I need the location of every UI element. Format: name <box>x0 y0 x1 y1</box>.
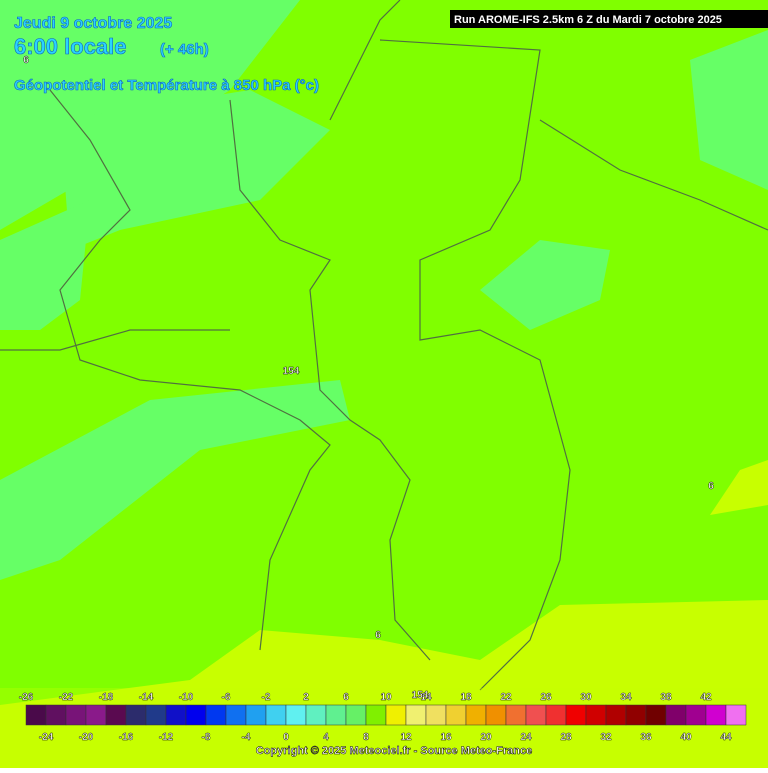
scale-label: 16 <box>440 732 452 743</box>
scale-label: 4 <box>323 732 329 743</box>
color-box <box>365 704 387 726</box>
scale-label: -2 <box>262 692 271 703</box>
cool-zone <box>60 90 330 250</box>
scale-label: 34 <box>620 692 632 703</box>
color-box <box>545 704 567 726</box>
scale-label: 8 <box>363 732 369 743</box>
scale-label: 14 <box>420 692 432 703</box>
scale-label: 36 <box>640 732 652 743</box>
cool-zone <box>690 30 768 190</box>
scale-label: 40 <box>680 732 692 743</box>
color-box <box>625 704 647 726</box>
scale-label: 20 <box>480 732 492 743</box>
scale-label: 6 <box>343 692 349 703</box>
warm-zone <box>710 460 768 515</box>
run-info: Run AROME-IFS 2.5km 6 Z du Mardi 7 octob… <box>454 14 722 26</box>
scale-label: 44 <box>720 732 732 743</box>
color-box <box>385 704 407 726</box>
contour-label: 154 <box>412 690 429 701</box>
color-box <box>665 704 687 726</box>
scale-label: 22 <box>500 692 512 703</box>
scale-label: 28 <box>560 732 572 743</box>
color-box <box>145 704 167 726</box>
color-box <box>325 704 347 726</box>
cool-zone <box>0 380 350 580</box>
field-name: Géopotentiel et Température à 850 hPa (°… <box>14 77 319 94</box>
scale-label: -14 <box>139 692 154 703</box>
cool-zone <box>0 200 90 330</box>
color-box <box>725 704 747 726</box>
color-box <box>605 704 627 726</box>
scale-label: 24 <box>520 732 532 743</box>
scale-label: -12 <box>159 732 174 743</box>
color-box <box>265 704 287 726</box>
scale-label: -26 <box>19 692 34 703</box>
color-box <box>465 704 487 726</box>
cool-zone <box>480 240 610 330</box>
lead-time: (+ 46h) <box>160 41 209 58</box>
scale-label: 26 <box>540 692 552 703</box>
color-box <box>645 704 667 726</box>
color-box <box>285 704 307 726</box>
color-box <box>685 704 707 726</box>
scale-label: 18 <box>460 692 472 703</box>
scale-label: 12 <box>400 732 412 743</box>
color-box <box>125 704 147 726</box>
color-box <box>105 704 127 726</box>
copyright: Copyright © 2025 Meteociel.fr - Source M… <box>256 745 532 757</box>
scale-label: 42 <box>700 692 712 703</box>
warm-zone <box>0 600 768 768</box>
contour-label: 154 <box>283 366 300 377</box>
scale-label: 0 <box>283 732 289 743</box>
color-box <box>85 704 107 726</box>
color-box <box>445 704 467 726</box>
color-box <box>45 704 67 726</box>
scale-label: 2 <box>303 692 309 703</box>
color-box <box>25 704 47 726</box>
scale-label: -16 <box>119 732 134 743</box>
contour-label: 6 <box>23 55 29 66</box>
color-box <box>245 704 267 726</box>
scale-label: -20 <box>79 732 94 743</box>
color-box <box>345 704 367 726</box>
color-box <box>505 704 527 726</box>
scale-label: -10 <box>179 692 194 703</box>
scale-label: -22 <box>59 692 74 703</box>
color-box <box>165 704 187 726</box>
color-box <box>565 704 587 726</box>
legend-area <box>0 688 768 768</box>
color-box <box>225 704 247 726</box>
scale-label: 38 <box>660 692 672 703</box>
color-box <box>185 704 207 726</box>
color-box <box>305 704 327 726</box>
color-box <box>485 704 507 726</box>
scale-label: 32 <box>600 732 612 743</box>
contour-label: 6 <box>708 481 714 492</box>
color-box <box>525 704 547 726</box>
scale-label: 30 <box>580 692 592 703</box>
color-box <box>65 704 87 726</box>
color-scale: -26-24-22-20-18-16-14-12-10-8-6-4-202468… <box>19 692 747 743</box>
scale-label: 10 <box>380 692 392 703</box>
time: 6:00 locale <box>14 34 127 59</box>
scale-label: -18 <box>99 692 114 703</box>
color-box <box>705 704 727 726</box>
scale-label: -6 <box>222 692 231 703</box>
color-box <box>585 704 607 726</box>
scale-label: -4 <box>242 732 251 743</box>
contour-label: 6 <box>375 630 381 641</box>
scale-label: -24 <box>39 732 54 743</box>
color-box <box>205 704 227 726</box>
borders <box>0 0 768 691</box>
color-box <box>425 704 447 726</box>
color-box <box>405 704 427 726</box>
scale-label: -8 <box>202 732 211 743</box>
run-box <box>450 10 768 28</box>
date: Jeudi 9 octobre 2025 <box>14 15 172 32</box>
